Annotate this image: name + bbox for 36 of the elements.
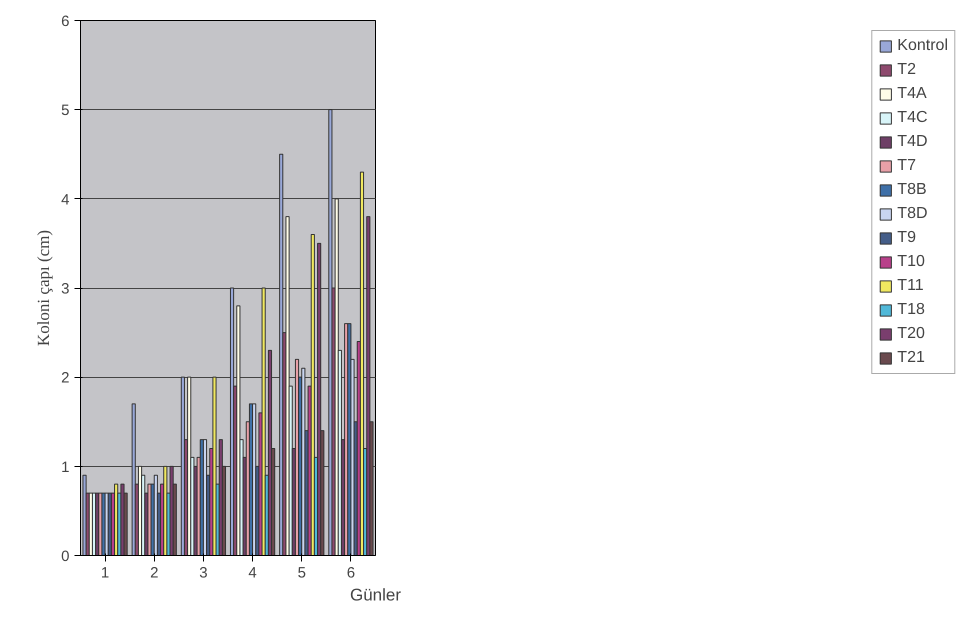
legend-label: T7 (897, 157, 917, 175)
bar (163, 466, 168, 556)
y-tick-label: 1 (61, 458, 70, 476)
legend-label: T4D (897, 133, 928, 151)
bar (187, 376, 192, 556)
x-tick-label: 5 (298, 564, 306, 582)
y-tick-label: 4 (61, 191, 70, 208)
legend-label: T4A (897, 85, 927, 103)
y-axis-title: Koloni çapı (cm) (34, 230, 54, 346)
bar (132, 403, 136, 556)
x-tick-label: 1 (100, 564, 110, 582)
bar (334, 198, 339, 556)
x-tick-label: 6 (346, 564, 356, 582)
x-tick-label: 3 (199, 564, 208, 582)
bar (310, 234, 315, 556)
legend-label: T2 (897, 61, 917, 79)
legend-label: T18 (897, 301, 925, 319)
legend-label: T10 (897, 253, 925, 271)
legend-label: T8B (897, 181, 927, 199)
legend-label: T4C (897, 109, 928, 127)
x-axis-title: Günler (350, 586, 402, 604)
bar (366, 216, 370, 556)
y-tick-label: 5 (61, 102, 70, 120)
x-tick-label: 2 (150, 564, 158, 582)
legend-label: T9 (897, 229, 917, 247)
y-tick-label: 0 (61, 548, 70, 565)
legend-label: T8D (897, 205, 928, 223)
y-tick-label: 2 (61, 370, 70, 387)
legend-label: T21 (897, 349, 925, 367)
legend-label: T20 (897, 325, 925, 343)
x-tick-label: 4 (248, 564, 257, 582)
y-tick-label: 6 (61, 13, 70, 30)
legend-label: T11 (897, 277, 924, 295)
bar (279, 154, 284, 556)
y-tick-label: 3 (61, 280, 70, 298)
legend-label: Kontrol (897, 37, 948, 55)
